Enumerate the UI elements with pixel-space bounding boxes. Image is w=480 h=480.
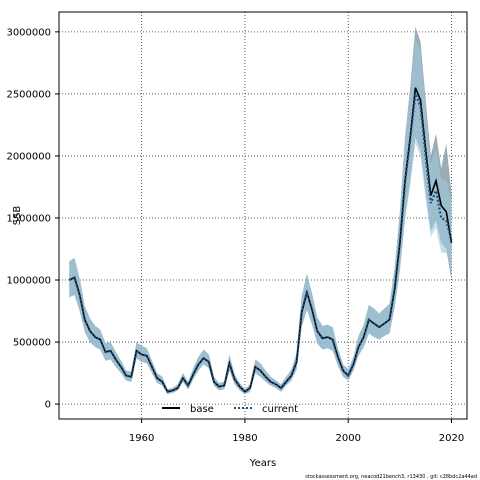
x-tick-label: 1980 xyxy=(232,433,257,444)
y-axis-title: SSB xyxy=(12,206,23,226)
series-lines xyxy=(68,87,453,394)
legend: base current xyxy=(162,404,298,415)
x-tick-label: 2000 xyxy=(335,433,360,444)
plot-frame xyxy=(58,11,468,420)
x-axis: 1960 1980 2000 2020 xyxy=(129,419,464,444)
series-line-base xyxy=(68,87,453,393)
x-axis-title: Years xyxy=(249,458,276,469)
y-tick-label: 0 xyxy=(45,400,51,411)
y-axis: 0 500000 1000000 1500000 2000000 2500000 30000… xyxy=(6,27,59,411)
series-line-current xyxy=(68,93,453,394)
y-tick-label: 1000000 xyxy=(6,276,51,287)
y-tick-label: 2000000 xyxy=(6,151,51,162)
footnote: stockassessment.org, neacod21bench3, r13… xyxy=(305,474,477,480)
x-tick-label: 1960 xyxy=(129,433,154,444)
band-current xyxy=(69,38,452,395)
legend-current-label: current xyxy=(262,404,298,415)
grid-lines xyxy=(59,12,467,419)
y-tick-label: 1500000 xyxy=(6,213,51,224)
x-tick-label: 2020 xyxy=(439,433,464,444)
y-tick-label: 2500000 xyxy=(6,89,51,100)
y-tick-label: 500000 xyxy=(13,338,51,349)
band-base xyxy=(69,26,452,395)
confidence-bands xyxy=(69,26,452,395)
y-tick-label: 3000000 xyxy=(6,27,51,38)
legend-base-label: base xyxy=(190,404,214,415)
